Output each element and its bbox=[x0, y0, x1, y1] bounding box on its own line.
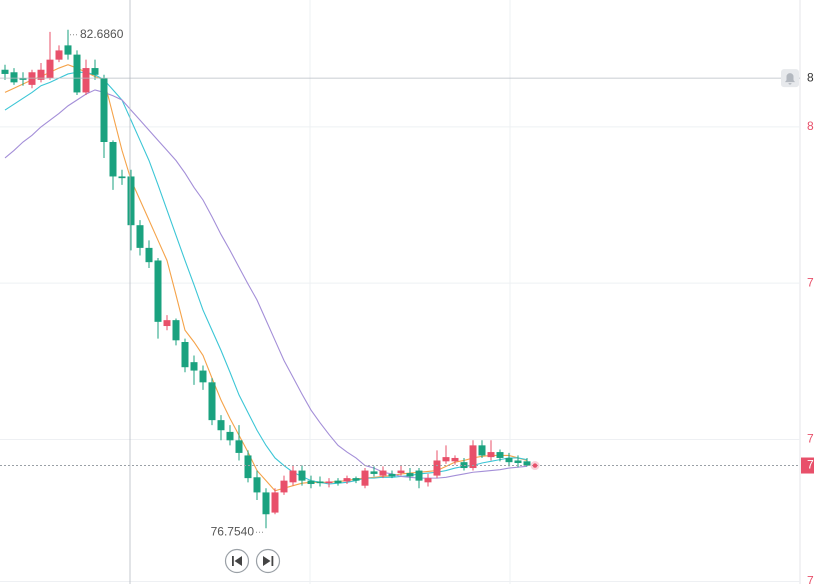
candle-body bbox=[523, 461, 531, 466]
candle-body bbox=[271, 492, 279, 513]
candle-body bbox=[235, 440, 243, 453]
candle-body bbox=[163, 320, 171, 327]
candle-body bbox=[181, 341, 189, 368]
candle-body bbox=[154, 260, 162, 322]
prev-icon-bar bbox=[232, 556, 234, 566]
crosshair-label: 8 bbox=[807, 70, 814, 84]
ma-line bbox=[4, 71, 528, 485]
candle-body bbox=[55, 50, 63, 60]
candle-body bbox=[496, 452, 504, 458]
candle-body bbox=[352, 478, 360, 481]
y-tick-label: 7 bbox=[807, 275, 814, 289]
candle-body bbox=[487, 452, 495, 458]
candle-body bbox=[28, 72, 36, 85]
candle-body bbox=[325, 481, 333, 484]
candle-body bbox=[343, 478, 351, 482]
candle-body bbox=[208, 382, 216, 421]
low-label: 76.7540 bbox=[211, 524, 255, 538]
candle-body bbox=[37, 69, 45, 80]
candle-body bbox=[424, 478, 432, 483]
candle-body bbox=[316, 481, 324, 484]
next-button[interactable] bbox=[255, 548, 281, 574]
next-icon-bar bbox=[271, 556, 274, 566]
candle-body bbox=[109, 142, 117, 177]
candle-body bbox=[82, 68, 90, 93]
candle-body bbox=[388, 473, 396, 477]
y-tick-label: 7 bbox=[807, 432, 814, 446]
candle-body bbox=[415, 470, 423, 481]
candle-body bbox=[361, 470, 369, 486]
candle-body bbox=[244, 455, 252, 479]
candle-body bbox=[307, 480, 315, 485]
high-label: 82.6860 bbox=[80, 27, 124, 41]
candle-body bbox=[73, 54, 81, 93]
candle-body bbox=[64, 45, 72, 55]
candle-body bbox=[46, 59, 54, 79]
candle-body bbox=[91, 68, 99, 75]
candle-body bbox=[136, 225, 144, 248]
candle-body bbox=[379, 470, 387, 476]
candle-body bbox=[298, 470, 306, 481]
candle-body bbox=[226, 431, 234, 441]
candle-body bbox=[514, 460, 522, 463]
candle-body bbox=[253, 477, 261, 493]
ma-line bbox=[4, 89, 528, 479]
candle-body bbox=[280, 480, 288, 493]
candle-body bbox=[289, 470, 297, 483]
candle-body bbox=[199, 370, 207, 383]
candle-body bbox=[172, 320, 180, 341]
candle-body bbox=[19, 78, 27, 80]
candle-body bbox=[451, 457, 459, 462]
candle-body bbox=[334, 480, 342, 484]
candle-body bbox=[217, 420, 225, 431]
y-tick-label: 7 bbox=[807, 574, 814, 584]
candle-body bbox=[100, 78, 108, 143]
candle-body bbox=[1, 69, 9, 74]
candle-body bbox=[190, 362, 198, 371]
last-price-dot bbox=[532, 463, 538, 468]
candle-body bbox=[10, 72, 18, 83]
candle-body bbox=[118, 176, 126, 179]
candle-body bbox=[262, 492, 270, 515]
candle-body bbox=[433, 460, 441, 476]
candle-body bbox=[442, 457, 450, 462]
last-price-box bbox=[801, 457, 814, 474]
candle-body bbox=[370, 471, 378, 474]
next-icon bbox=[263, 556, 271, 566]
marks bbox=[1, 29, 531, 529]
ma-line bbox=[4, 64, 528, 492]
prev-button[interactable] bbox=[224, 548, 250, 574]
candle-body bbox=[397, 470, 405, 474]
prev-icon bbox=[234, 556, 242, 566]
candle-body bbox=[469, 445, 477, 469]
candle-body bbox=[145, 247, 153, 263]
candle-body bbox=[505, 457, 513, 463]
last-price-label: 7 bbox=[807, 458, 814, 472]
candle-body bbox=[406, 473, 414, 477]
candle-body bbox=[127, 176, 135, 226]
alert-bell-icon bbox=[785, 73, 795, 85]
candle-body bbox=[478, 445, 486, 456]
y-tick-label: 8 bbox=[807, 119, 814, 133]
